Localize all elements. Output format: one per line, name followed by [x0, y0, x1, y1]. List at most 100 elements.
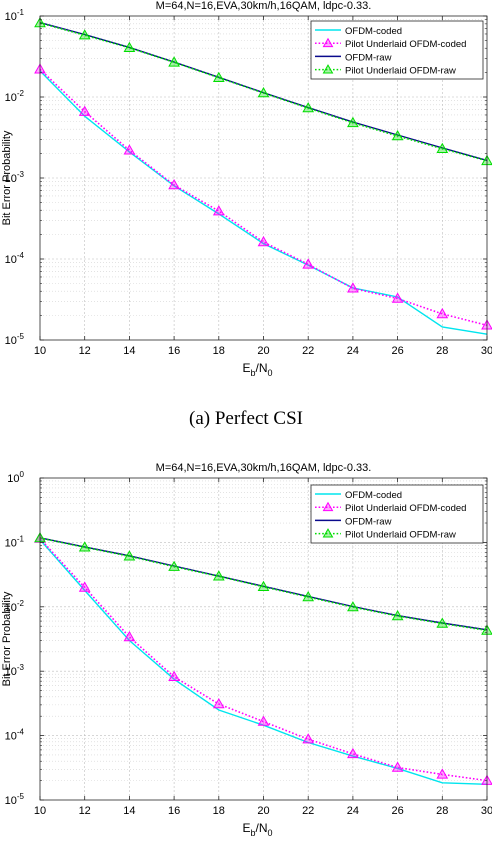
y-tick-exponent: -2: [17, 599, 25, 608]
legend-marker: [322, 501, 334, 512]
x-tick-label: 12: [79, 345, 91, 357]
chart-second: M=64,N=16,EVA,30km/h,16QAM, ldpc-0.33. 10…: [0, 452, 492, 842]
y-tick-exponent: -3: [17, 663, 25, 672]
x-tick-label: 10: [34, 805, 46, 817]
legend: OFDM-coded Pilot Underlaid OFDM-coded OFDM…: [310, 20, 484, 80]
data-point-marker: [436, 307, 449, 319]
series-lines: [39, 21, 488, 335]
legend-label-1: Pilot Underlaid OFDM-coded: [345, 39, 466, 50]
data-point-marker: [212, 697, 225, 709]
chart-title: M=64,N=16,EVA,30km/h,16QAM, ldpc-0.33.: [156, 0, 372, 12]
legend: OFDM-coded Pilot Underlaid OFDM-coded OFDM…: [310, 484, 484, 544]
data-point-marker: [257, 715, 270, 726]
figure-caption: (a) Perfect CSI: [0, 408, 492, 430]
x-axis-label-part: 0: [268, 368, 273, 378]
y-tick-label: 10-3: [5, 170, 25, 185]
legend-label-3: Pilot Underlaid OFDM-raw: [345, 66, 456, 77]
data-point-marker: [257, 86, 270, 98]
y-tick-label: 10-1: [5, 534, 25, 549]
chart-perfect-csi: M=64,N=16,EVA,30km/h,16QAM, ldpc-0.33. 10…: [0, 0, 492, 392]
y-tick-base: 10: [5, 666, 17, 678]
x-tick-label: 10: [34, 345, 46, 357]
y-tick-exponent: -1: [17, 534, 25, 543]
y-tick-exponent: -1: [17, 8, 25, 17]
x-axis-label-part: E: [242, 821, 250, 835]
y-tick-base: 10: [7, 473, 19, 485]
x-tick-label: 14: [123, 805, 135, 817]
data-point-marker: [391, 609, 404, 621]
y-tick-base: 10: [5, 731, 17, 743]
data-point-marker: [123, 630, 136, 642]
data-point-marker: [257, 580, 270, 591]
x-axis-label-part: 0: [268, 828, 273, 838]
data-point-marker: [123, 550, 136, 561]
series-line-3: [39, 537, 488, 632]
data-point-marker: [212, 71, 225, 82]
y-tick-base: 10: [5, 173, 17, 185]
y-tick-base: 10: [5, 602, 17, 614]
y-tick-base: 10: [5, 795, 17, 807]
series-line-3: [39, 22, 488, 162]
x-tick-label: 24: [347, 805, 359, 817]
x-axis-label-part: /N: [256, 361, 268, 375]
data-point-marker: [123, 144, 136, 155]
y-axis-label: Bit Error Probability: [1, 130, 13, 225]
data-point-marker: [436, 142, 449, 153]
data-point-marker: [391, 292, 404, 303]
x-axis-label-part: b: [250, 368, 255, 378]
x-axis-label-part: E: [242, 361, 250, 375]
data-point-marker: [123, 41, 136, 52]
chart-title: M=64,N=16,EVA,30km/h,16QAM, ldpc-0.33.: [156, 462, 372, 474]
y-tick-label: 10-4: [5, 251, 25, 266]
y-tick-label: 10-4: [5, 728, 25, 743]
data-point-marker: [257, 235, 270, 247]
x-tick-label: 16: [168, 805, 180, 817]
data-point-marker: [212, 570, 225, 581]
data-point-marker: [78, 581, 91, 592]
data-point-marker: [347, 282, 359, 293]
x-tick-label: 26: [391, 805, 403, 817]
series-line-1: [39, 537, 488, 782]
y-tick-base: 10: [5, 537, 17, 549]
y-tick-label: 10-5: [5, 332, 25, 347]
x-axis-label-part: b: [250, 828, 255, 838]
data-point-marker: [212, 205, 225, 216]
data-point-marker: [78, 29, 91, 40]
y-tick-label: 10-3: [5, 663, 25, 678]
data-point-marker: [347, 601, 359, 612]
data-point-marker: [391, 129, 404, 141]
x-tick-label: 12: [79, 805, 91, 817]
x-tick-label: 28: [436, 805, 448, 817]
y-tick-label: 10-2: [5, 89, 25, 104]
data-point-marker: [168, 178, 180, 190]
data-point-marker: [168, 670, 180, 681]
x-axis-label: Eb/N0: [242, 821, 272, 838]
y-tick-exponent: 0: [20, 470, 25, 479]
legend-label-0: OFDM-coded: [345, 490, 402, 501]
x-tick-label: 20: [257, 805, 269, 817]
y-axis-label: Bit Error Probability: [1, 591, 13, 686]
y-tick-base: 10: [5, 335, 17, 347]
x-tick-label: 30: [481, 805, 492, 817]
legend-marker: [322, 37, 334, 48]
y-tick-label: 10-1: [5, 8, 25, 23]
x-tick-label: 26: [391, 345, 403, 357]
data-point-marker: [302, 590, 315, 602]
y-tick-exponent: -3: [17, 170, 25, 179]
data-point-marker: [347, 116, 359, 128]
legend-label-3: Pilot Underlaid OFDM-raw: [345, 530, 456, 541]
x-axis-label: Eb/N0: [242, 361, 272, 378]
x-tick-label: 28: [436, 345, 448, 357]
chart-svg: M=64,N=16,EVA,30km/h,16QAM, ldpc-0.33. 10…: [1, 0, 492, 378]
data-point-marker: [78, 541, 91, 552]
legend-label-2: OFDM-raw: [345, 516, 392, 527]
data-point-marker: [302, 102, 315, 113]
y-tick-exponent: -5: [17, 332, 25, 341]
x-tick-label: 22: [302, 805, 314, 817]
x-tick-label: 30: [481, 345, 492, 357]
legend-marker: [322, 528, 334, 538]
chart-svg: M=64,N=16,EVA,30km/h,16QAM, ldpc-0.33. 10…: [1, 462, 492, 838]
data-point-marker: [302, 258, 315, 269]
x-tick-label: 18: [213, 805, 225, 817]
y-tick-base: 10: [5, 92, 17, 104]
